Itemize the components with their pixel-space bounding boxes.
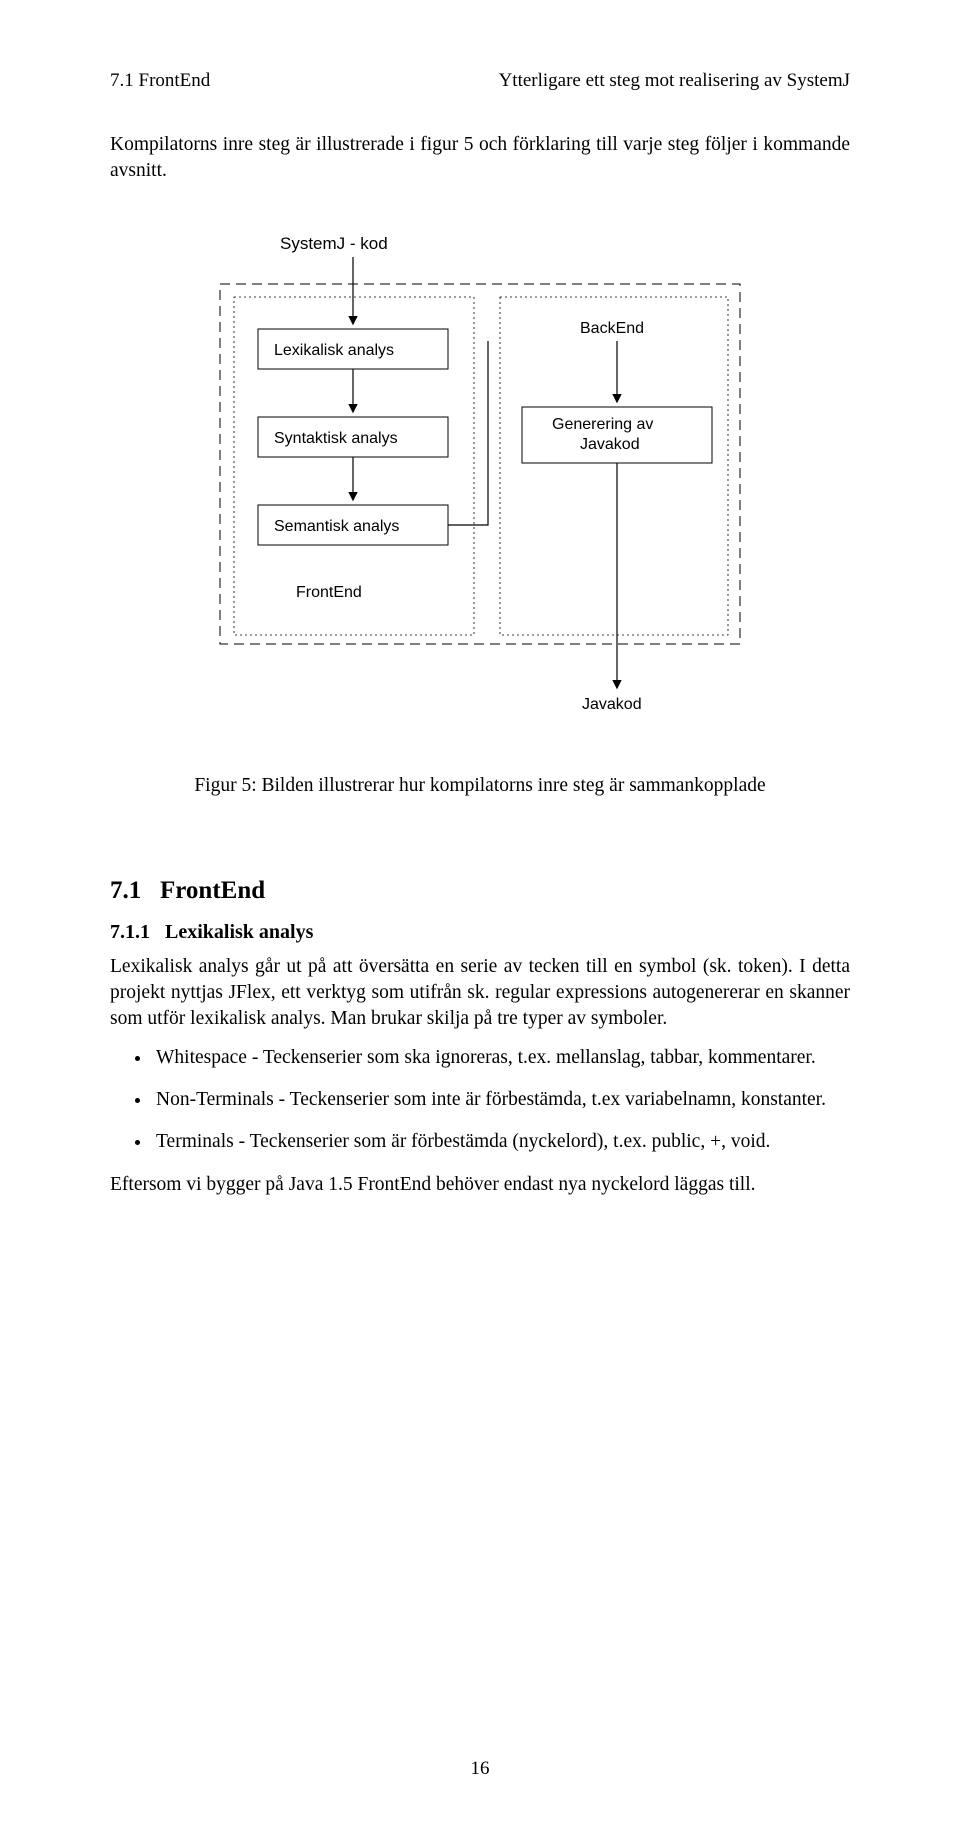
body-paragraph-1: Lexikalisk analys går ut på att översätt…	[110, 954, 850, 1033]
label-semantisk: Semantisk analys	[274, 518, 399, 535]
intro-paragraph: Kompilatorns inre steg är illustrerade i…	[110, 132, 850, 185]
figure-5-caption: Figur 5: Bilden illustrerar hur kompilat…	[194, 775, 765, 797]
label-generering-line1: Generering av	[552, 416, 653, 433]
label-frontend: FrontEnd	[296, 584, 362, 601]
subsection-heading: 7.1.1 Lexikalisk analys	[110, 921, 850, 944]
backend-dotted-box	[500, 297, 728, 635]
label-systemj-kod: SystemJ - kod	[280, 234, 388, 253]
list-item: Whitespace - Teckenserier som ska ignore…	[152, 1045, 850, 1071]
figure-5-diagram: SystemJ - kod Lexikalisk analys Syntakti…	[210, 229, 750, 749]
label-generering-line2: Javakod	[580, 436, 640, 453]
connector-sem-backend	[448, 341, 488, 525]
label-lexikalisk: Lexikalisk analys	[274, 342, 394, 359]
list-item: Non-Terminals - Teckenserier som inte är…	[152, 1087, 850, 1113]
body-paragraph-2: Eftersom vi bygger på Java 1.5 FrontEnd …	[110, 1172, 850, 1198]
header-left: 7.1 FrontEnd	[110, 70, 210, 92]
running-header: 7.1 FrontEnd Ytterligare ett steg mot re…	[110, 70, 850, 92]
bullet-list: Whitespace - Teckenserier som ska ignore…	[110, 1045, 850, 1156]
label-syntaktisk: Syntaktisk analys	[274, 430, 398, 447]
section-heading: 7.1 FrontEnd	[110, 877, 850, 905]
page-number: 16	[0, 1758, 960, 1780]
figure-5: SystemJ - kod Lexikalisk analys Syntakti…	[110, 229, 850, 845]
section-number: 7.1	[110, 877, 141, 904]
list-item: Terminals - Teckenserier som är förbestä…	[152, 1129, 850, 1155]
subsection-number: 7.1.1	[110, 921, 150, 943]
label-javakod: Javakod	[582, 696, 642, 713]
label-backend: BackEnd	[580, 320, 644, 337]
header-right: Ytterligare ett steg mot realisering av …	[499, 70, 850, 92]
section-title: FrontEnd	[160, 877, 265, 904]
subsection-title: Lexikalisk analys	[165, 921, 313, 943]
